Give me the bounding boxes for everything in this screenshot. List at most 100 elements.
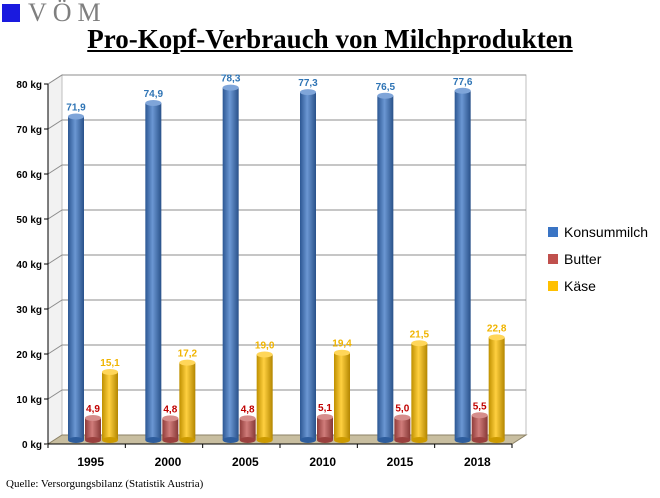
bar-konsummilch-2010	[300, 89, 316, 443]
y-tick-label: 40 kg	[16, 260, 42, 271]
data-label-butter-2015: 5,0	[395, 404, 409, 415]
y-tick-label: 80 kg	[16, 80, 42, 91]
bar-base	[256, 437, 273, 443]
y-tick-label: 10 kg	[16, 395, 42, 406]
bar-top	[68, 113, 84, 120]
bar-top	[85, 414, 101, 421]
data-label-butter-2018: 5,5	[473, 401, 487, 412]
legend-label-käse: Käse	[564, 278, 596, 294]
plot-floor	[46, 434, 528, 445]
bar-base	[317, 437, 333, 443]
bar-butter-1995	[85, 414, 101, 443]
data-label-konsummilch-2010: 77,3	[298, 78, 318, 89]
bar-body	[377, 95, 394, 440]
bar-konsummilch-2015	[377, 92, 394, 443]
legend-swatch-butter	[548, 254, 558, 264]
bar-base	[471, 437, 488, 443]
bar-body	[394, 417, 411, 440]
bar-käse-2018	[488, 334, 505, 443]
bar-top	[145, 99, 162, 106]
legend-swatch-konsummilch	[548, 227, 558, 237]
bar-konsummilch-2000	[145, 99, 162, 443]
logo-square-icon	[2, 4, 20, 22]
source-note: Quelle: Versorgungsbilanz (Statistik Aus…	[6, 478, 204, 490]
bar-käse-2015	[411, 340, 428, 443]
gridline	[47, 74, 526, 85]
data-label-konsummilch-2000: 74,9	[144, 89, 164, 100]
bar-top	[162, 415, 179, 422]
bar-butter-2000	[162, 415, 179, 443]
bar-base	[334, 437, 350, 443]
bar-käse-2005	[256, 351, 273, 443]
bar-base	[300, 437, 316, 443]
bar-body	[300, 92, 316, 441]
data-label-käse-1995: 15,1	[100, 358, 120, 369]
x-tick-label: 2005	[232, 455, 259, 469]
bar-base	[162, 437, 179, 443]
bar-body	[162, 418, 179, 440]
bar-top	[179, 359, 196, 366]
bar-top	[222, 84, 239, 91]
bar-base	[394, 437, 411, 443]
bar-top	[471, 412, 488, 419]
bar-base	[222, 437, 239, 443]
data-label-konsummilch-2018: 77,6	[453, 77, 473, 88]
gridline	[47, 209, 526, 220]
gridline	[47, 164, 526, 175]
bar-body	[179, 362, 196, 440]
bar-body	[334, 352, 350, 440]
logo-text: VÖM	[28, 0, 107, 27]
legend-label-butter: Butter	[564, 251, 602, 267]
bar-top	[239, 415, 256, 422]
bar-top	[317, 414, 333, 421]
bar-body	[256, 354, 273, 440]
bar-käse-2010	[334, 349, 350, 443]
bar-top	[334, 349, 350, 356]
bar-käse-2000	[179, 359, 196, 443]
bar-base	[85, 437, 101, 443]
bar-base	[68, 437, 84, 443]
y-tick-label: 60 kg	[16, 170, 42, 181]
bar-body	[68, 116, 84, 440]
logo: VÖM	[2, 0, 107, 26]
data-label-butter-1995: 4,9	[86, 404, 100, 415]
x-tick-label: 2010	[309, 455, 336, 469]
bar-butter-2010	[317, 414, 333, 443]
bar-body	[102, 372, 118, 440]
data-label-butter-2000: 4,8	[163, 404, 177, 415]
legend-label-konsummilch: Konsummilch	[564, 224, 648, 240]
bar-käse-1995	[102, 369, 118, 443]
data-label-käse-2018: 22,8	[487, 323, 507, 334]
bar-top	[256, 351, 273, 358]
y-tick-label: 0 kg	[22, 440, 42, 451]
bar-top	[394, 414, 411, 421]
legend-swatch-käse	[548, 281, 558, 291]
bar-base	[145, 437, 162, 443]
bar-body	[317, 417, 333, 440]
data-label-käse-2005: 19,0	[255, 341, 275, 352]
bar-base	[488, 437, 505, 443]
data-label-konsummilch-2015: 76,5	[376, 82, 396, 93]
x-tick-label: 2015	[387, 455, 414, 469]
bar-top	[488, 334, 505, 341]
bar-base	[377, 437, 394, 443]
bar-body	[488, 337, 505, 440]
data-label-käse-2000: 17,2	[178, 349, 198, 360]
y-tick-label: 70 kg	[16, 125, 42, 136]
data-label-käse-2015: 21,5	[410, 329, 430, 340]
bar-base	[454, 437, 471, 443]
bar-body	[85, 417, 101, 440]
bar-top	[377, 92, 394, 99]
chart-title: Pro-Kopf-Verbrauch von Milchprodukten	[87, 24, 573, 54]
bar-base	[411, 437, 428, 443]
bar-base	[179, 437, 196, 443]
bar-top	[454, 87, 471, 94]
bar-body	[454, 90, 471, 441]
data-label-butter-2005: 4,8	[241, 404, 255, 415]
y-tick-label: 50 kg	[16, 215, 42, 226]
bar-body	[471, 415, 488, 440]
bar-top	[411, 340, 428, 347]
y-tick-label: 30 kg	[16, 305, 42, 316]
bar-body	[239, 418, 256, 440]
